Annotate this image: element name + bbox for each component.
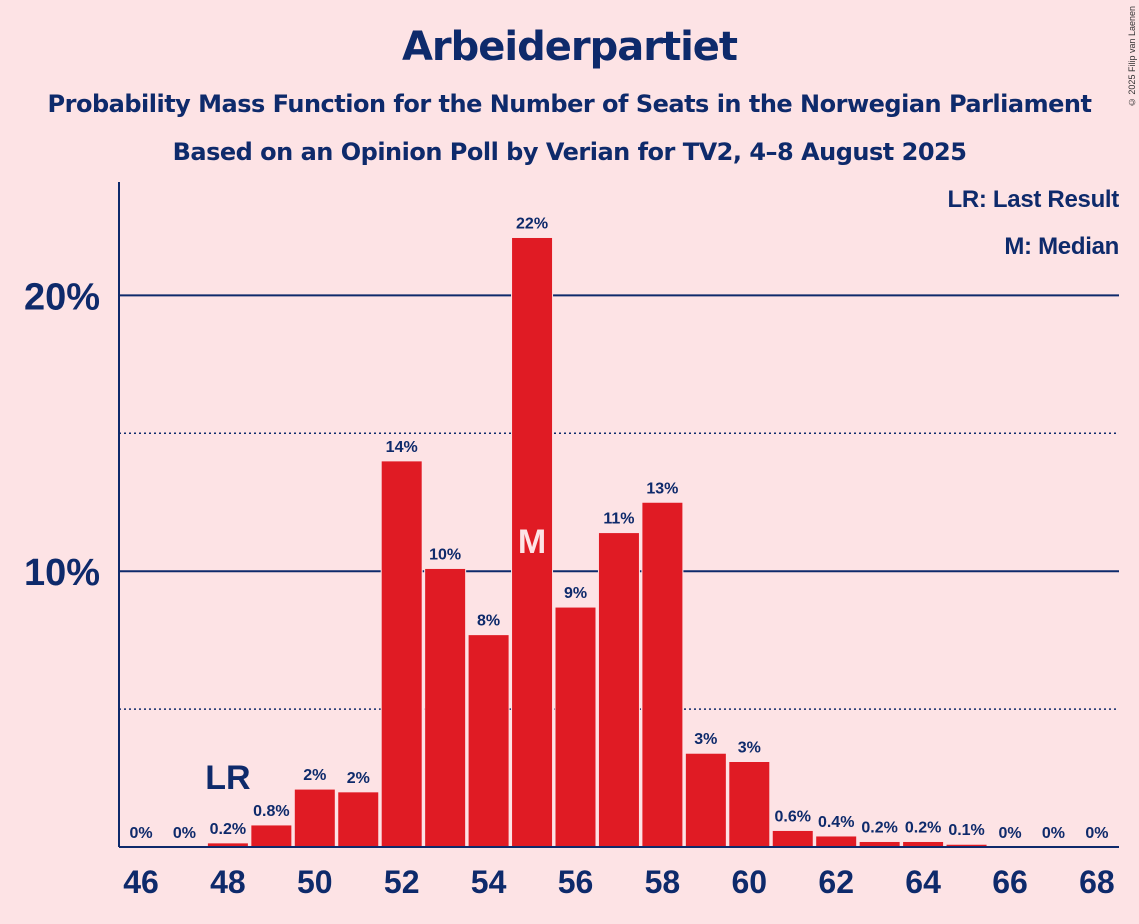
data-label-68: 0% xyxy=(1085,825,1108,842)
bar-53 xyxy=(424,567,467,848)
bar-50 xyxy=(293,788,336,848)
data-label-61: 0.6% xyxy=(775,808,811,825)
bar-57 xyxy=(597,532,640,848)
data-label-48: 0.2% xyxy=(210,821,246,838)
y-tick-label: 20% xyxy=(24,276,100,318)
x-tick-label: 68 xyxy=(1079,864,1115,900)
bar-49 xyxy=(250,824,293,848)
bar-61 xyxy=(771,829,814,848)
x-tick-label: 56 xyxy=(558,864,594,900)
legend-last-result: LR: Last Result xyxy=(947,186,1119,213)
bar-60 xyxy=(728,761,771,848)
chart-title: Arbeiderpartiet xyxy=(401,24,738,70)
data-label-56: 9% xyxy=(564,585,587,602)
data-label-58: 13% xyxy=(646,480,678,497)
chart-subtitle-source: Based on an Opinion Poll by Verian for T… xyxy=(172,138,967,166)
y-tick-label: 10% xyxy=(24,552,100,594)
bar-56 xyxy=(554,606,597,848)
legend-median: M: Median xyxy=(1004,233,1119,260)
data-label-66: 0% xyxy=(998,825,1021,842)
bar-55 xyxy=(511,236,554,848)
data-label-55: 22% xyxy=(516,215,548,232)
data-label-54: 8% xyxy=(477,613,500,630)
x-tick-label: 50 xyxy=(297,864,333,900)
bar-58 xyxy=(641,501,684,848)
data-label-65: 0.1% xyxy=(948,822,984,839)
x-tick-label: 64 xyxy=(905,864,941,900)
last-result-marker: LR xyxy=(205,759,250,797)
data-label-53: 10% xyxy=(429,546,461,563)
data-label-50: 2% xyxy=(303,767,326,784)
x-tick-label: 48 xyxy=(210,864,246,900)
data-label-47: 0% xyxy=(173,825,196,842)
data-label-60: 3% xyxy=(738,740,761,757)
x-tick-label: 60 xyxy=(732,864,768,900)
data-label-46: 0% xyxy=(129,825,152,842)
bar-52 xyxy=(380,460,423,848)
x-tick-label: 52 xyxy=(384,864,420,900)
x-tick-label: 54 xyxy=(471,864,507,900)
data-label-62: 0.4% xyxy=(818,814,854,831)
data-label-57: 11% xyxy=(603,511,634,528)
data-label-64: 0.2% xyxy=(905,819,941,836)
data-label-63: 0.2% xyxy=(861,819,897,836)
bar-51 xyxy=(337,791,380,848)
data-label-51: 2% xyxy=(347,770,370,787)
bar-59 xyxy=(684,752,727,848)
data-label-52: 14% xyxy=(386,439,418,456)
x-tick-label: 62 xyxy=(818,864,854,900)
x-tick-label: 58 xyxy=(645,864,681,900)
x-tick-label: 46 xyxy=(123,864,159,900)
median-marker: M xyxy=(518,523,546,561)
data-label-67: 0% xyxy=(1042,825,1065,842)
x-tick-label: 66 xyxy=(992,864,1028,900)
bar-62 xyxy=(815,835,858,848)
bar-54 xyxy=(467,634,510,848)
data-label-59: 3% xyxy=(694,731,717,748)
chart-subtitle: Probability Mass Function for the Number… xyxy=(47,90,1092,118)
data-label-49: 0.8% xyxy=(253,803,289,820)
